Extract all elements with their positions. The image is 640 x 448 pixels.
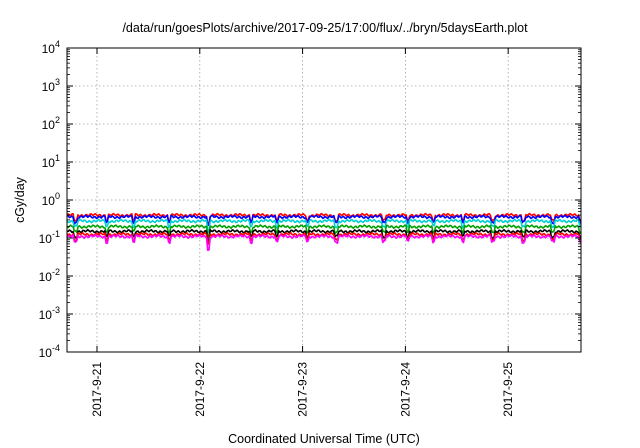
x-tick-label: 2017-9-24 — [398, 362, 412, 417]
y-axis-title: cGy/day — [13, 176, 27, 223]
plot-series — [66, 212, 582, 252]
y-tick-label: 10-3 — [39, 305, 60, 322]
y-tick-label: 104 — [42, 39, 60, 56]
y-tick-label: 102 — [42, 115, 60, 132]
y-tick-label: 100 — [42, 191, 60, 208]
y-tick-label: 10-1 — [39, 229, 60, 246]
y-tick-label: 103 — [42, 77, 60, 94]
x-tick-label: 2017-9-22 — [193, 362, 207, 417]
series-line — [66, 228, 582, 243]
x-tick-label: 2017-9-25 — [501, 362, 515, 417]
y-tick-label: 10-2 — [39, 267, 60, 284]
x-axis-title: Coordinated Universal Time (UTC) — [228, 432, 420, 446]
y-tick-label: 101 — [42, 153, 60, 170]
series-line — [66, 212, 582, 225]
x-tick-label: 2017-9-21 — [90, 362, 104, 417]
series-line — [66, 224, 582, 238]
series-line — [66, 218, 582, 234]
y-tick-label: 10-4 — [39, 343, 60, 360]
series-line — [66, 214, 582, 227]
grid — [67, 48, 581, 352]
x-tick-label: 2017-9-23 — [296, 362, 310, 417]
series-line — [66, 234, 582, 252]
chart-title: /data/run/goesPlots/archive/2017-09-25/1… — [122, 21, 528, 35]
series-line — [66, 231, 582, 246]
axis-ticks: 10-4 10-3 10-2 10-1 100 101 102 103 104 2017-9-21… — [39, 39, 581, 417]
